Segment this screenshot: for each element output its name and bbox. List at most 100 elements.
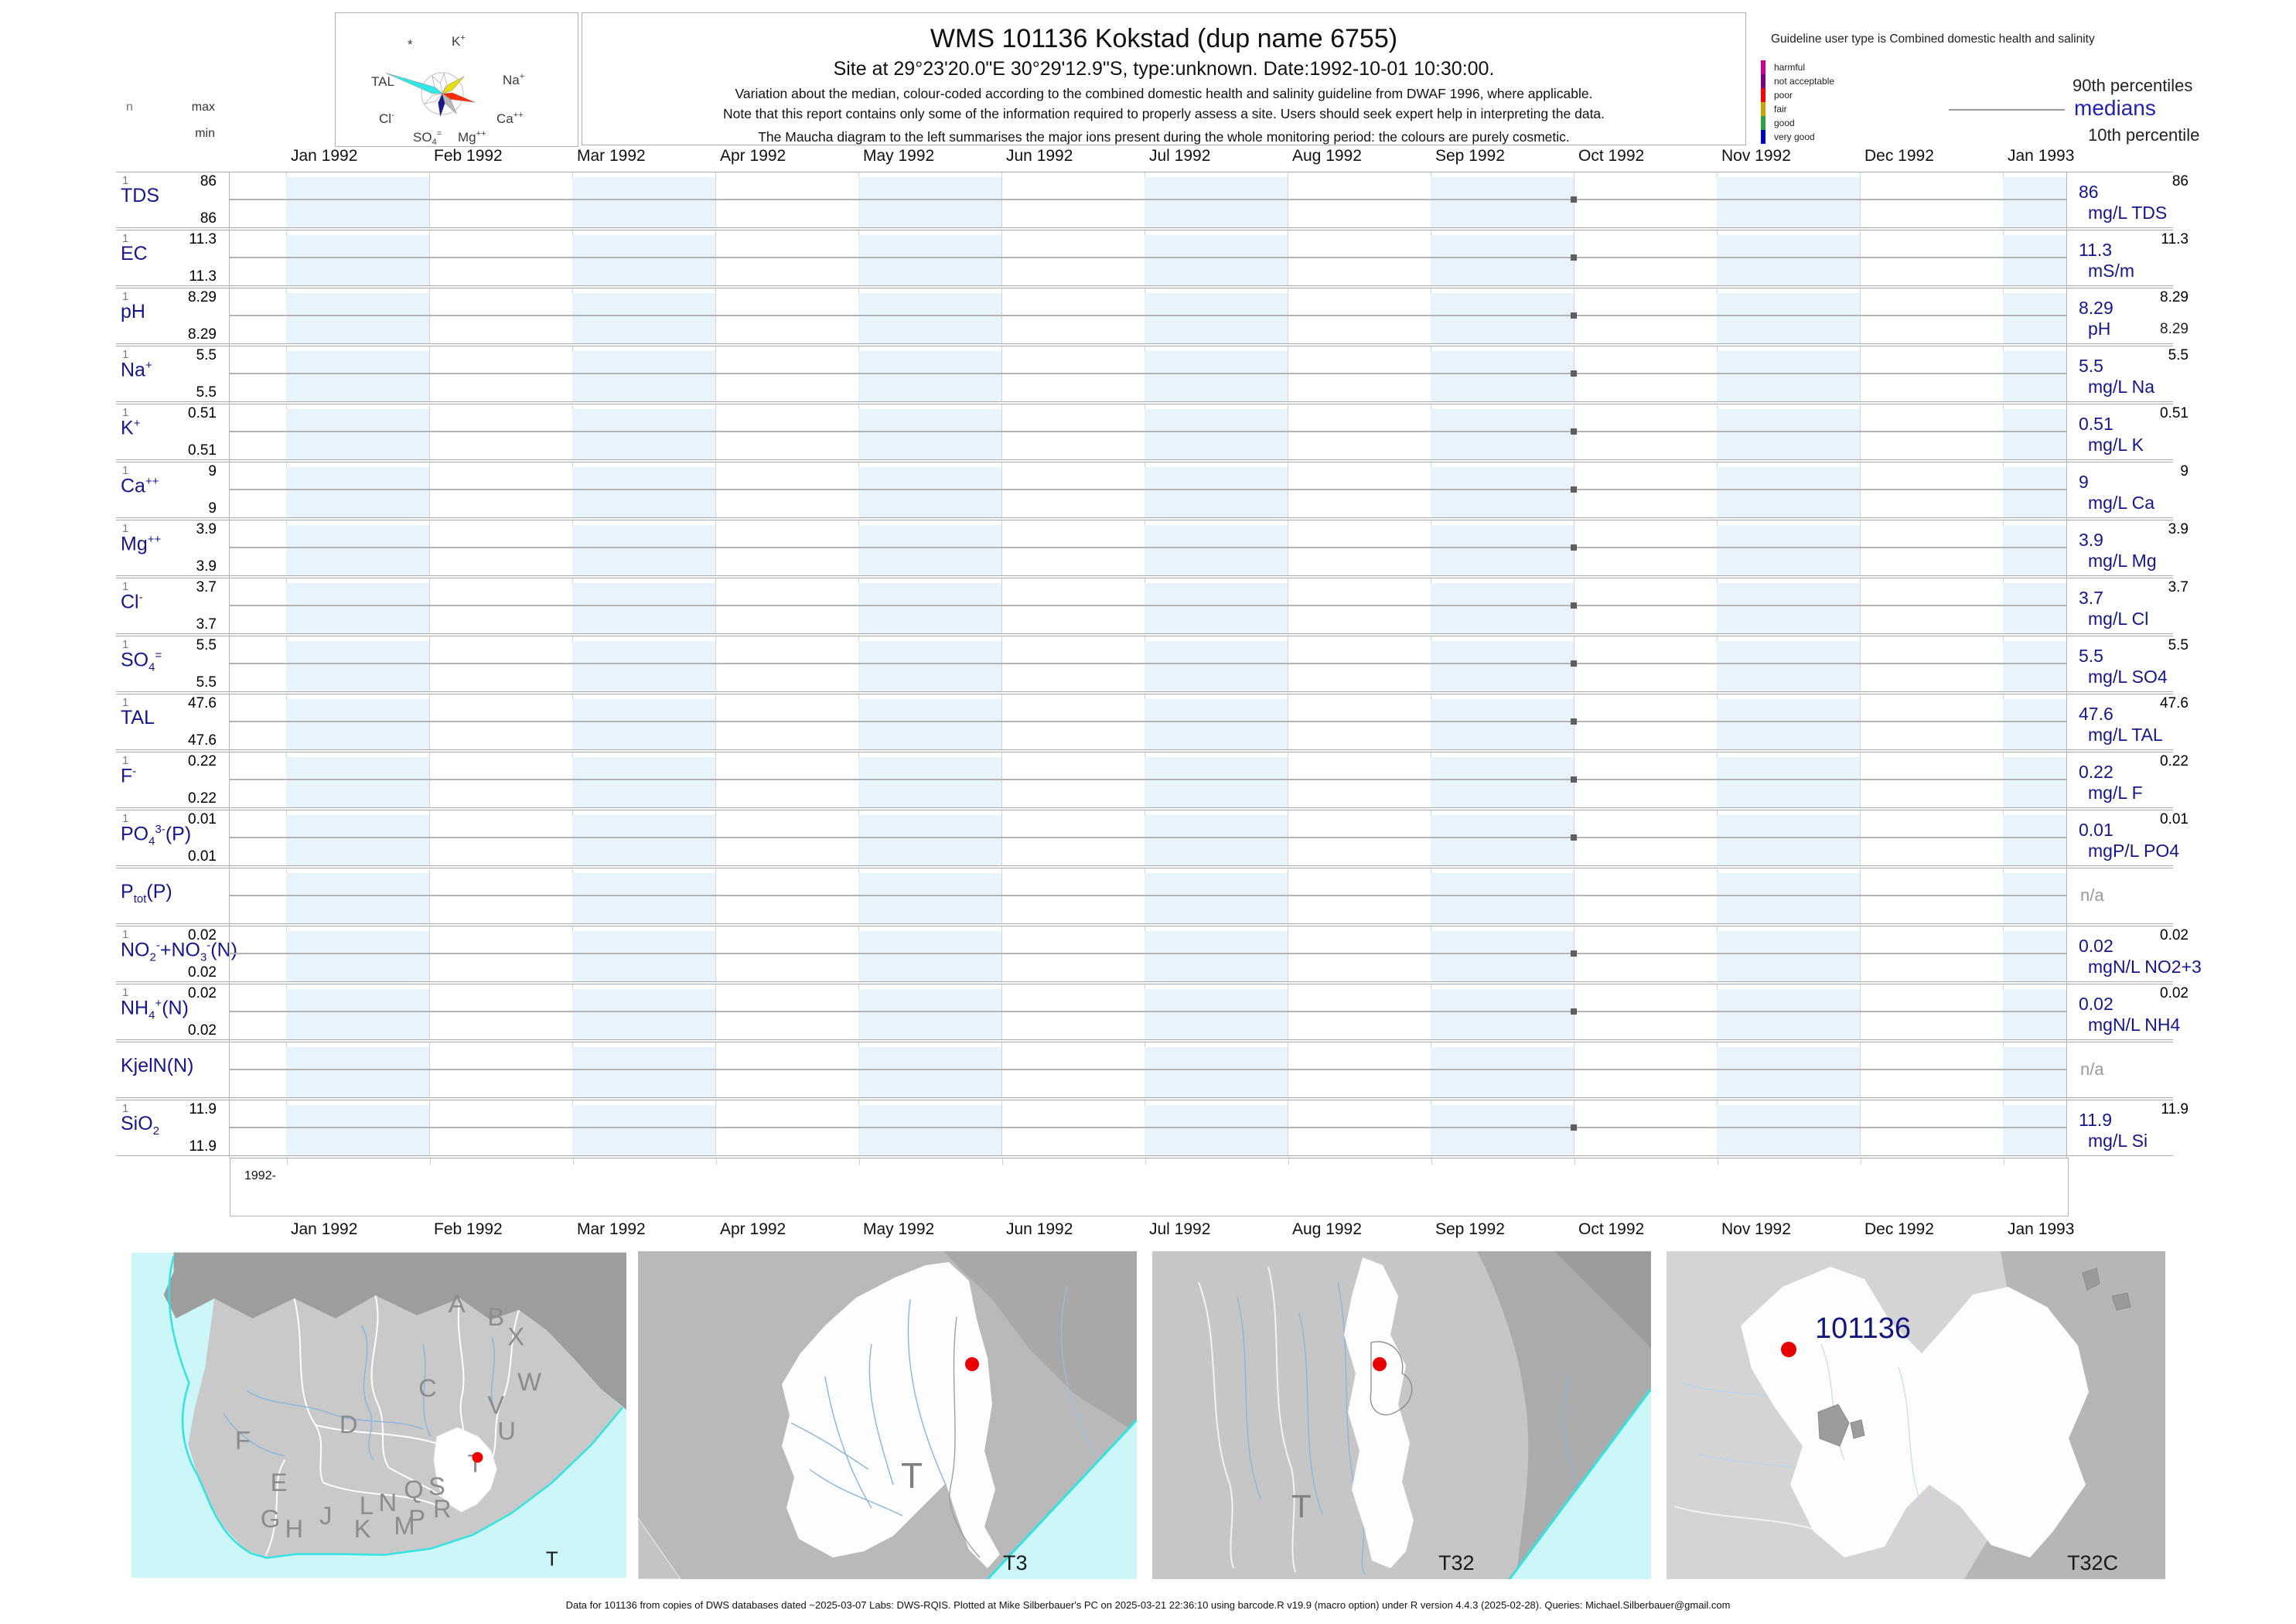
rivers [790, 1298, 947, 1517]
median-value: 0.22 [2079, 762, 2113, 782]
month-stripe [1717, 467, 1860, 517]
p90-value: 0.22 [2160, 753, 2189, 769]
p90-value: 8.29 [2160, 289, 2189, 305]
median-line [230, 663, 2067, 664]
month-stripe [286, 351, 429, 401]
month-stripe [1145, 699, 1288, 749]
region-letter-P: P [408, 1504, 425, 1533]
median-value: 0.51 [2079, 414, 2113, 434]
month-stripe [1431, 641, 1574, 691]
sample-point [1571, 834, 1577, 841]
sample-point [1571, 428, 1577, 435]
site-subtitle: Site at 29°23'20.0"E 30°29'12.9"S, type:… [833, 58, 1495, 80]
param-label: Ptot(P) [121, 881, 172, 906]
p90-value: 0.01 [2160, 811, 2189, 827]
median-value: 3.7 [2079, 588, 2103, 608]
streams [1820, 1343, 1922, 1507]
month-stripe [1717, 177, 1860, 227]
median-value: 5.5 [2079, 356, 2103, 376]
month-stripe [2003, 409, 2067, 459]
p10-value: 8.29 [2160, 321, 2189, 337]
legend-90th-percentiles: 90th percentiles [2073, 76, 2193, 95]
value-na: n/a [2080, 885, 2104, 905]
median-line [230, 1069, 2067, 1070]
median-value: 9 [2079, 472, 2089, 492]
era-tick [1574, 1158, 1575, 1165]
n-count: 1 [122, 290, 129, 303]
map-panel-label: T32C [2067, 1551, 2118, 1575]
region-letter-C: C [418, 1373, 437, 1402]
month-stripe [1717, 235, 1860, 285]
maucha-circle [421, 72, 464, 115]
guideline-class-swatch-good [1761, 116, 1765, 130]
unit-label: mg/L Ca [2088, 493, 2155, 513]
month-stripe [572, 351, 715, 401]
param-label: EC [121, 243, 148, 264]
month-stripe [1145, 409, 1288, 459]
chart-cell [230, 1042, 2067, 1097]
month-stripe [286, 525, 429, 575]
min-value: 86 [200, 210, 217, 227]
maucha-wedge-Cl [424, 93, 443, 104]
param-label: Ca++ [121, 475, 159, 497]
column-header-min: min [195, 127, 215, 140]
max-value: 11.9 [189, 1101, 217, 1117]
coastline [1508, 1388, 1653, 1580]
site-marker-dot [472, 1452, 483, 1463]
far-region [1554, 1251, 1651, 1348]
month-stripe [2003, 699, 2067, 749]
unit-label: mg/L TDS [2088, 203, 2168, 223]
region-letter-X: X [507, 1322, 524, 1351]
unit-label: mg/L SO4 [2088, 667, 2168, 687]
month-label-top: Jun 1992 [1006, 147, 1073, 165]
min-value: 3.7 [196, 616, 217, 633]
param-row-KjelN: KjelN(N) n/a [116, 1042, 2173, 1098]
sample-point [1571, 718, 1577, 725]
month-stripe [286, 815, 429, 865]
sample-point [1571, 312, 1577, 319]
month-label-top: Dec 1992 [1864, 147, 1934, 165]
median-line [230, 1127, 2067, 1128]
guideline-class-label: good [1774, 118, 1795, 128]
legend-median-line [1949, 109, 2065, 111]
chart-cell [230, 636, 2067, 691]
unit-label: mg/L Si [2088, 1131, 2148, 1151]
month-stripe [572, 699, 715, 749]
era-tick [716, 1158, 717, 1165]
era-label: 1992- [244, 1169, 276, 1182]
p90-value: 5.5 [2168, 347, 2189, 363]
region-letter-J: J [319, 1501, 332, 1530]
n-count: 1 [122, 232, 129, 245]
month-stripe [1145, 351, 1288, 401]
month-stripe [1717, 409, 1860, 459]
south-africa-land [188, 1295, 623, 1558]
month-stripe [1431, 931, 1574, 981]
region-letter-U: U [497, 1417, 516, 1445]
guideline-class-swatch-not-acceptable [1761, 74, 1765, 88]
unit-label: mS/m [2088, 261, 2135, 281]
median-line [230, 315, 2067, 316]
catchment-T32C [1741, 1267, 2089, 1557]
quaternary-outline [1370, 1341, 1413, 1416]
town-areas [1817, 1404, 1865, 1447]
era-tick [1288, 1158, 1289, 1165]
site-id-label: 101136 [1815, 1312, 1911, 1345]
maucha-ion-label-SO4: SO4= [413, 129, 442, 146]
n-count: 1 [122, 580, 129, 593]
guideline-class-swatch-fair [1761, 102, 1765, 116]
param-label: Mg++ [121, 533, 162, 555]
month-stripe [286, 699, 429, 749]
month-stripe [286, 177, 429, 227]
coastline [986, 1418, 1138, 1581]
max-value: 0.01 [188, 811, 217, 827]
month-stripe [858, 1047, 1001, 1097]
era-tick [573, 1158, 574, 1165]
region-letter-E: E [271, 1468, 288, 1496]
maucha-ion-label-TAL: TAL [371, 74, 394, 89]
chart-cell [230, 810, 2067, 865]
month-stripe [1145, 989, 1288, 1039]
p90-value: 11.9 [2161, 1101, 2189, 1117]
month-stripe [1717, 699, 1860, 749]
